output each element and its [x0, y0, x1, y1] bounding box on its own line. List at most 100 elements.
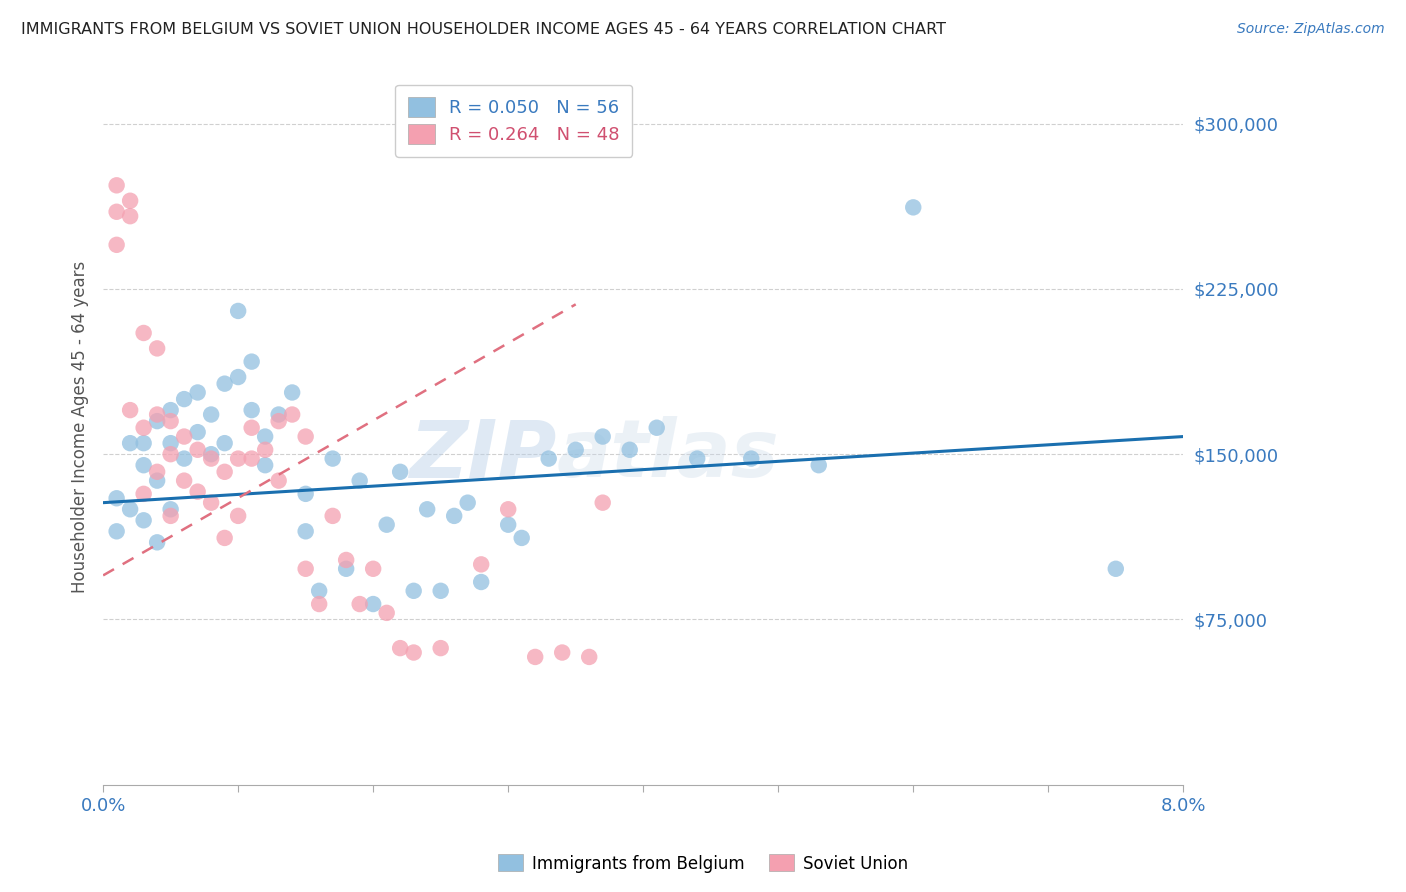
Point [551, 646, 574, 660]
Point [240, 354, 263, 368]
Point [226, 508, 249, 523]
Point [200, 447, 222, 461]
Point [240, 403, 263, 417]
Point [146, 535, 169, 549]
Point [322, 451, 344, 466]
Point [159, 502, 181, 516]
Point [132, 513, 155, 527]
Point [1105, 562, 1128, 576]
Point [335, 562, 357, 576]
Point [214, 465, 236, 479]
Point [132, 421, 155, 435]
Text: IMMIGRANTS FROM BELGIUM VS SOVIET UNION HOUSEHOLDER INCOME AGES 45 - 64 YEARS CO: IMMIGRANTS FROM BELGIUM VS SOVIET UNION … [21, 22, 946, 37]
Point [294, 524, 316, 539]
Point [254, 429, 277, 443]
Point [686, 451, 709, 466]
Point [335, 553, 357, 567]
Point [375, 517, 398, 532]
Point [146, 474, 169, 488]
Point [132, 326, 155, 340]
Point [226, 451, 249, 466]
Point [443, 508, 465, 523]
Point [214, 436, 236, 450]
Point [592, 429, 614, 443]
Point [457, 496, 479, 510]
Point [578, 649, 600, 664]
Point [200, 408, 222, 422]
Point [105, 237, 128, 252]
Point [159, 508, 181, 523]
Point [308, 583, 330, 598]
Text: Source: ZipAtlas.com: Source: ZipAtlas.com [1237, 22, 1385, 37]
Point [294, 562, 316, 576]
Point [187, 385, 209, 400]
Point [159, 447, 181, 461]
Point [267, 414, 290, 428]
Point [496, 502, 519, 516]
Point [105, 524, 128, 539]
Point [146, 408, 169, 422]
Point [226, 304, 249, 318]
Point [120, 436, 142, 450]
Point [740, 451, 762, 466]
Text: atlas: atlas [557, 417, 779, 494]
Point [524, 649, 547, 664]
Point [496, 517, 519, 532]
Point [105, 491, 128, 506]
Point [294, 487, 316, 501]
Point [146, 465, 169, 479]
Point [470, 574, 492, 589]
Point [187, 425, 209, 439]
Point [146, 342, 169, 356]
Point [281, 385, 304, 400]
Point [159, 436, 181, 450]
Legend: Immigrants from Belgium, Soviet Union: Immigrants from Belgium, Soviet Union [492, 847, 914, 880]
Point [146, 414, 169, 428]
Point [267, 474, 290, 488]
Point [226, 370, 249, 384]
Point [375, 606, 398, 620]
Point [510, 531, 533, 545]
Point [389, 465, 412, 479]
Legend: R = 0.050   N = 56, R = 0.264   N = 48: R = 0.050 N = 56, R = 0.264 N = 48 [395, 85, 633, 157]
Point [120, 194, 142, 208]
Point [254, 458, 277, 473]
Point [322, 508, 344, 523]
Point [645, 421, 668, 435]
Point [308, 597, 330, 611]
Point [267, 408, 290, 422]
Point [120, 403, 142, 417]
Point [159, 403, 181, 417]
Point [619, 442, 641, 457]
Point [214, 531, 236, 545]
Point [402, 646, 425, 660]
Point [389, 641, 412, 656]
Point [361, 562, 384, 576]
Point [159, 414, 181, 428]
Point [200, 451, 222, 466]
Point [173, 429, 195, 443]
Text: ZIP: ZIP [409, 417, 557, 494]
Point [214, 376, 236, 391]
Point [294, 429, 316, 443]
Point [187, 442, 209, 457]
Point [200, 496, 222, 510]
Point [592, 496, 614, 510]
Point [173, 392, 195, 406]
Point [132, 436, 155, 450]
Y-axis label: Householder Income Ages 45 - 64 years: Householder Income Ages 45 - 64 years [72, 260, 89, 593]
Point [105, 178, 128, 193]
Point [564, 442, 586, 457]
Point [120, 502, 142, 516]
Point [281, 408, 304, 422]
Point [470, 558, 492, 572]
Point [173, 451, 195, 466]
Point [429, 641, 451, 656]
Point [240, 421, 263, 435]
Point [349, 474, 371, 488]
Point [173, 474, 195, 488]
Point [429, 583, 451, 598]
Point [416, 502, 439, 516]
Point [187, 484, 209, 499]
Point [105, 204, 128, 219]
